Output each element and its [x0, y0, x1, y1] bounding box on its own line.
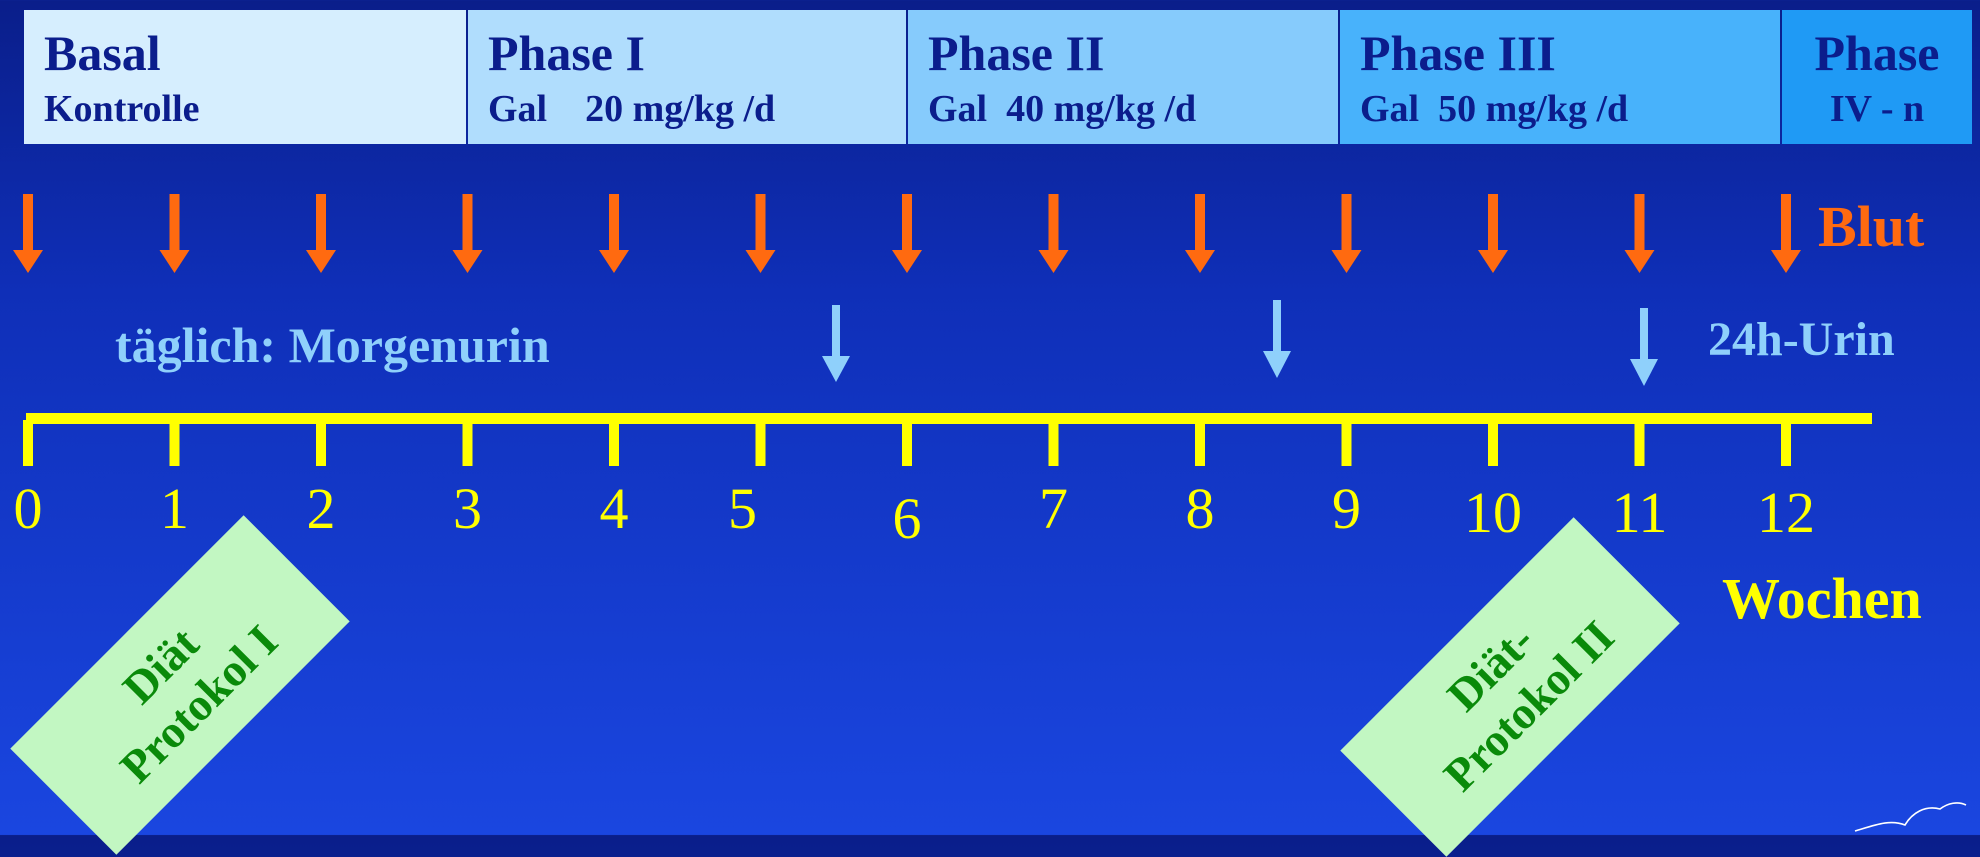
phase-2: Phase II Gal 40 mg/kg /d — [908, 10, 1338, 144]
timeline-tick-label: 9 — [1332, 476, 1361, 541]
morning-urine-label: täglich: Morgenurin — [115, 317, 550, 373]
phase-1: Phase I Gal 20 mg/kg /d — [468, 10, 906, 144]
timeline-tick-label: 7 — [1039, 476, 1068, 541]
blood-arrow — [745, 194, 776, 273]
timeline-tick-label: 3 — [453, 476, 482, 541]
timeline-tick-label: 0 — [13, 476, 43, 541]
blood-arrow — [1624, 194, 1655, 273]
blood-arrow — [1038, 194, 1069, 273]
blood-arrow — [13, 194, 43, 273]
phase-subtitle: Gal 40 mg/kg /d — [928, 88, 1197, 130]
timeline-tick — [1341, 420, 1352, 466]
phase-title: Phase I — [488, 25, 645, 81]
timeline-tick-label: 10 — [1464, 480, 1522, 545]
timeline-tick — [1634, 420, 1645, 466]
urine-arrows — [822, 300, 1658, 386]
phase-title: Phase II — [928, 25, 1105, 81]
urine-arrow-head — [1630, 359, 1658, 386]
timeline-tick — [169, 420, 180, 466]
phase-subtitle: Gal 50 mg/kg /d — [1360, 88, 1629, 130]
blood-arrows — [13, 194, 1801, 273]
blood-arrow — [892, 194, 922, 273]
timeline-tick — [316, 420, 326, 466]
blood-arrow — [306, 194, 336, 273]
phase-subtitle: IV - n — [1829, 88, 1925, 130]
diet-protocol-line2: Protokol I — [110, 615, 288, 793]
phase-3: Phase III Gal 50 mg/kg /d — [1340, 10, 1780, 144]
phase-title: Phase — [1814, 25, 1940, 81]
blood-label: Blut — [1818, 194, 1925, 259]
timeline-tick-label: 4 — [599, 476, 629, 541]
phase-4: Phase IV - n — [1782, 10, 1972, 144]
blood-arrow — [159, 194, 190, 273]
24h-urine-label: 24h-Urin — [1708, 313, 1895, 366]
urine-arrow-shaft — [832, 305, 840, 357]
timeline-tick-label: 6 — [892, 486, 922, 551]
timeline-tick — [609, 420, 619, 466]
timeline-tick — [1488, 420, 1498, 466]
blood-arrow — [1478, 194, 1508, 273]
timeline-tick — [902, 420, 912, 466]
urine-arrow-head — [822, 356, 850, 382]
diet-protocol-1: Diät Protokol I — [10, 515, 350, 855]
timeline-tick-label: 1 — [160, 476, 189, 541]
timeline-tick-label: 5 — [728, 476, 757, 541]
timeline-tick — [1048, 420, 1059, 466]
urine-arrow-shaft — [1273, 300, 1281, 352]
blood-arrow — [1771, 194, 1801, 273]
phase-subtitle: Gal 20 mg/kg /d — [488, 88, 776, 130]
timeline-tick — [1781, 420, 1791, 466]
blood-arrow — [452, 194, 483, 273]
diet-protocol-2: Diät- Protokol II — [1340, 517, 1680, 857]
timeline-axis — [26, 413, 1872, 424]
urine-arrow-head — [1263, 351, 1291, 378]
timeline-tick-label: 12 — [1757, 480, 1815, 545]
timeline-tick — [755, 420, 766, 466]
timeline-tick — [462, 420, 473, 466]
blood-arrow — [1331, 194, 1362, 273]
timeline-ticks — [23, 420, 1791, 466]
phase-title: Basal — [44, 25, 161, 81]
phase-basal: Basal Kontrolle — [24, 10, 466, 144]
urine-arrow-shaft — [1640, 308, 1648, 360]
signature — [1854, 802, 1967, 832]
phase-title: Phase III — [1360, 25, 1556, 81]
timeline-tick — [1195, 420, 1205, 466]
weeks-label: Wochen — [1722, 566, 1922, 631]
blood-arrow — [599, 194, 629, 273]
blood-arrow — [1185, 194, 1215, 273]
timeline-tick-label: 2 — [306, 476, 336, 541]
timeline-tick — [23, 420, 33, 466]
timeline-tick-label: 11 — [1611, 480, 1668, 545]
timeline-tick-label: 8 — [1185, 476, 1215, 541]
phase-subtitle: Kontrolle — [44, 88, 200, 130]
